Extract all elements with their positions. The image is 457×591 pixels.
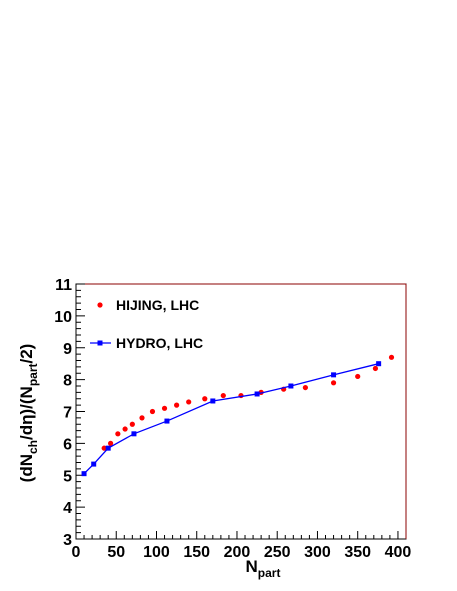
data-point [372,365,379,372]
y-tick-label: 8 [63,373,72,390]
data-point [388,354,395,360]
series-1 [101,354,395,451]
legend-item: HYDRO, LHC [90,335,203,351]
x-tick-label: 50 [107,544,125,561]
x-tick-label: 300 [304,544,331,561]
data-point [164,418,170,424]
data-point [302,384,308,391]
x-tick-label: 400 [385,544,412,561]
data-point [122,426,128,432]
y-axis: 3 4 5 6 7 8 9 10 11 [54,277,85,549]
legend: HIJING, LHC HYDRO, LHC [90,297,203,351]
data-point [288,383,294,389]
data-point [174,402,180,408]
legend-label: HYDRO, LHC [116,335,203,351]
data-point [108,440,114,446]
data-point [91,461,97,467]
data-point [129,421,135,427]
data-point [161,405,168,411]
data-point [105,445,111,451]
y-tick-label: 6 [63,436,72,453]
series-line [83,363,379,475]
y-tick-label: 11 [55,277,72,294]
legend-symbol [97,340,103,346]
y-tick-label: 4 [63,500,72,517]
x-axis-title: Npart [246,557,281,580]
data-point [330,380,337,386]
y-tick-label: 5 [63,468,72,485]
data-point [254,391,260,397]
y-tick-label: 7 [63,405,72,422]
x-tick-label: 350 [344,544,371,561]
x-tick-label: 100 [143,544,170,561]
data-point [149,408,156,415]
legend-symbol [97,302,103,308]
series-layer [81,354,395,477]
y-tick-label: 10 [54,309,72,326]
plot-frame [75,283,407,540]
data-point [81,471,87,477]
data-point [202,396,208,402]
data-point [101,445,107,451]
y-tick-label: 9 [63,341,72,358]
data-point [376,361,382,367]
data-point [331,372,337,378]
x-tick-label: 150 [183,544,210,561]
x-tick-label: 0 [72,544,81,561]
y-axis-title: (dNch/dη)/(Npart/2) [17,344,40,483]
y-tick-label: 3 [63,532,72,549]
data-point [186,399,192,405]
x-axis: 0 50 100 150 200 250 300 350 400 [72,531,412,561]
x-tick-label: 250 [264,544,291,561]
data-point [210,398,216,404]
legend-label: HIJING, LHC [116,297,199,313]
data-point [355,373,361,380]
legend-item: HIJING, LHC [97,297,199,313]
x-tick-label: 200 [224,544,251,561]
series-2 [81,361,382,477]
data-point [220,392,226,399]
data-point [115,431,121,437]
data-point [139,415,145,421]
data-point [131,431,137,437]
